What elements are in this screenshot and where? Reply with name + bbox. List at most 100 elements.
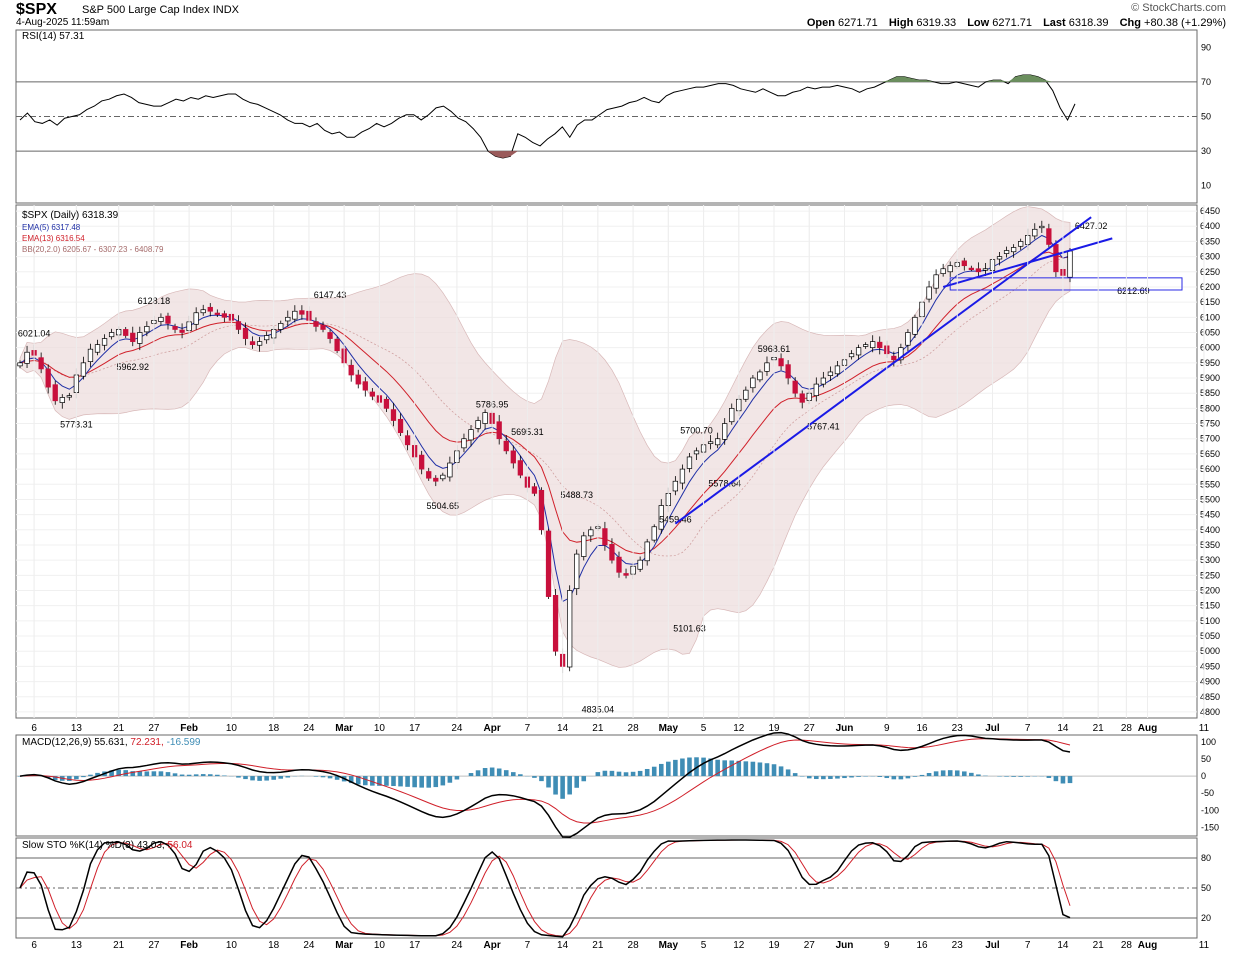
candle-body (165, 315, 171, 324)
macd-ytick-label: -50 (1201, 788, 1214, 798)
price-label: $SPX (Daily) 6318.39 (22, 210, 119, 221)
candle-body (1010, 247, 1017, 253)
macd-signal-line (19, 738, 1071, 824)
macd-hist-bar (778, 766, 784, 777)
macd-hist-bar (884, 776, 890, 779)
candle-body (679, 468, 686, 484)
macd-hist-bar (52, 776, 58, 780)
price-x-tick-label: Mar (335, 723, 353, 734)
price-annotation: 6212.69 (1117, 286, 1150, 296)
macd-signal-value: 72.231, (130, 737, 163, 748)
price-x-tick-label: 28 (1121, 723, 1133, 734)
macd-hist-bar (440, 776, 446, 786)
candle-body (545, 530, 552, 597)
candle-body (1003, 250, 1010, 254)
candle-body (235, 321, 242, 330)
sto-x-tick-label: 13 (71, 940, 83, 951)
candle-body (658, 505, 664, 530)
macd-hist-bar (419, 776, 424, 788)
price-ytick-label: 6300 (1200, 252, 1220, 262)
price-x-tick-label: 18 (268, 723, 280, 734)
candle-body (38, 357, 44, 370)
macd-hist-bar (17, 776, 23, 777)
candle-body (327, 332, 333, 339)
macd-hist-bar (348, 776, 354, 784)
candle-body (933, 274, 939, 289)
macd-hist-bar (363, 776, 368, 786)
macd-hist-bar (271, 776, 276, 780)
rsi-oversold-fill (488, 151, 518, 159)
macd-hist-bar (814, 776, 819, 780)
macd-hist-bar (962, 771, 967, 777)
candle-body (426, 471, 432, 479)
macd-hist-bar (200, 774, 206, 777)
last-value: 6318.39 (1068, 17, 1109, 29)
macd-hist-bar (186, 774, 192, 777)
macd-hist-bar (116, 769, 121, 777)
macd-hist-bar (95, 772, 100, 777)
candle-body (1018, 241, 1024, 247)
price-x-tick-label: 21 (113, 723, 125, 734)
price-x-tick-label: 10 (374, 723, 386, 734)
macd-ytick-label: -150 (1201, 822, 1219, 832)
candle-body (609, 544, 615, 561)
sto-x-tick-label: 17 (409, 940, 421, 951)
candle-body (292, 310, 298, 320)
price-ytick-label: 6000 (1200, 343, 1220, 353)
price-x-tick-label: 14 (1057, 723, 1069, 734)
rsi-overbought-fill (881, 76, 934, 82)
candle-body (743, 389, 749, 400)
sto-ytick-label: 20 (1201, 913, 1211, 923)
candle-body (785, 364, 791, 379)
price-ytick-label: 4800 (1200, 707, 1220, 717)
candle-body (940, 268, 946, 274)
rsi-ytick-label: 90 (1201, 42, 1211, 52)
candle-body (715, 438, 721, 446)
macd-hist-bar (673, 759, 678, 777)
candle-body (101, 338, 108, 346)
macd-hist-bar (532, 776, 537, 778)
price-ytick-label: 6150 (1200, 297, 1220, 307)
candle-body (313, 321, 319, 327)
macd-hist-bar (264, 776, 269, 781)
macd-hist-bar (574, 776, 580, 788)
sto-x-tick-label: 6 (31, 940, 37, 951)
candle-body (80, 362, 87, 377)
price-annotation: 5488.73 (560, 490, 593, 500)
price-x-tick-label: 11 (1199, 723, 1210, 734)
macd-hist-bar (856, 776, 861, 777)
price-x-tick-label: 23 (952, 723, 964, 734)
candle-body (538, 489, 545, 531)
price-ytick-label: 4900 (1200, 677, 1220, 687)
security-name: S&P 500 Large Cap Index INDX (82, 4, 239, 16)
macd-hist-bar (1067, 776, 1073, 784)
macd-hist-bar (158, 771, 164, 777)
macd-ytick-label: 50 (1201, 754, 1211, 764)
macd-hist-bar (1004, 776, 1009, 777)
price-x-tick-label: 12 (733, 723, 745, 734)
candle-body (637, 559, 643, 570)
price-x-tick-label: 9 (884, 723, 890, 734)
candle-body (729, 408, 735, 423)
macd-hist-bar (1060, 776, 1066, 784)
rsi-overbought-fill (1008, 74, 1053, 82)
candle-body (834, 365, 841, 375)
candle-body (461, 438, 467, 449)
macd-hist-bar (45, 776, 51, 778)
macd-hist-bar (454, 776, 460, 780)
macd-hist-bar (976, 774, 981, 777)
sto-x-tick-label: 23 (952, 940, 964, 951)
candle-body (581, 535, 587, 557)
candle-body (404, 435, 411, 446)
macd-ytick-label: 100 (1201, 737, 1216, 747)
sto-x-tick-label: 27 (804, 940, 816, 951)
macd-hist-bar (503, 770, 509, 777)
price-ytick-label: 6100 (1200, 312, 1220, 322)
sto-label-name: Slow STO %K(14) %D(3) (22, 840, 134, 851)
candle-body (982, 268, 989, 271)
candle-body (644, 541, 650, 562)
macd-hist-bar (581, 776, 587, 782)
macd-hist-bar (877, 776, 883, 777)
symbol: $SPX (16, 1, 57, 18)
price-x-tick-label: 24 (303, 723, 315, 734)
